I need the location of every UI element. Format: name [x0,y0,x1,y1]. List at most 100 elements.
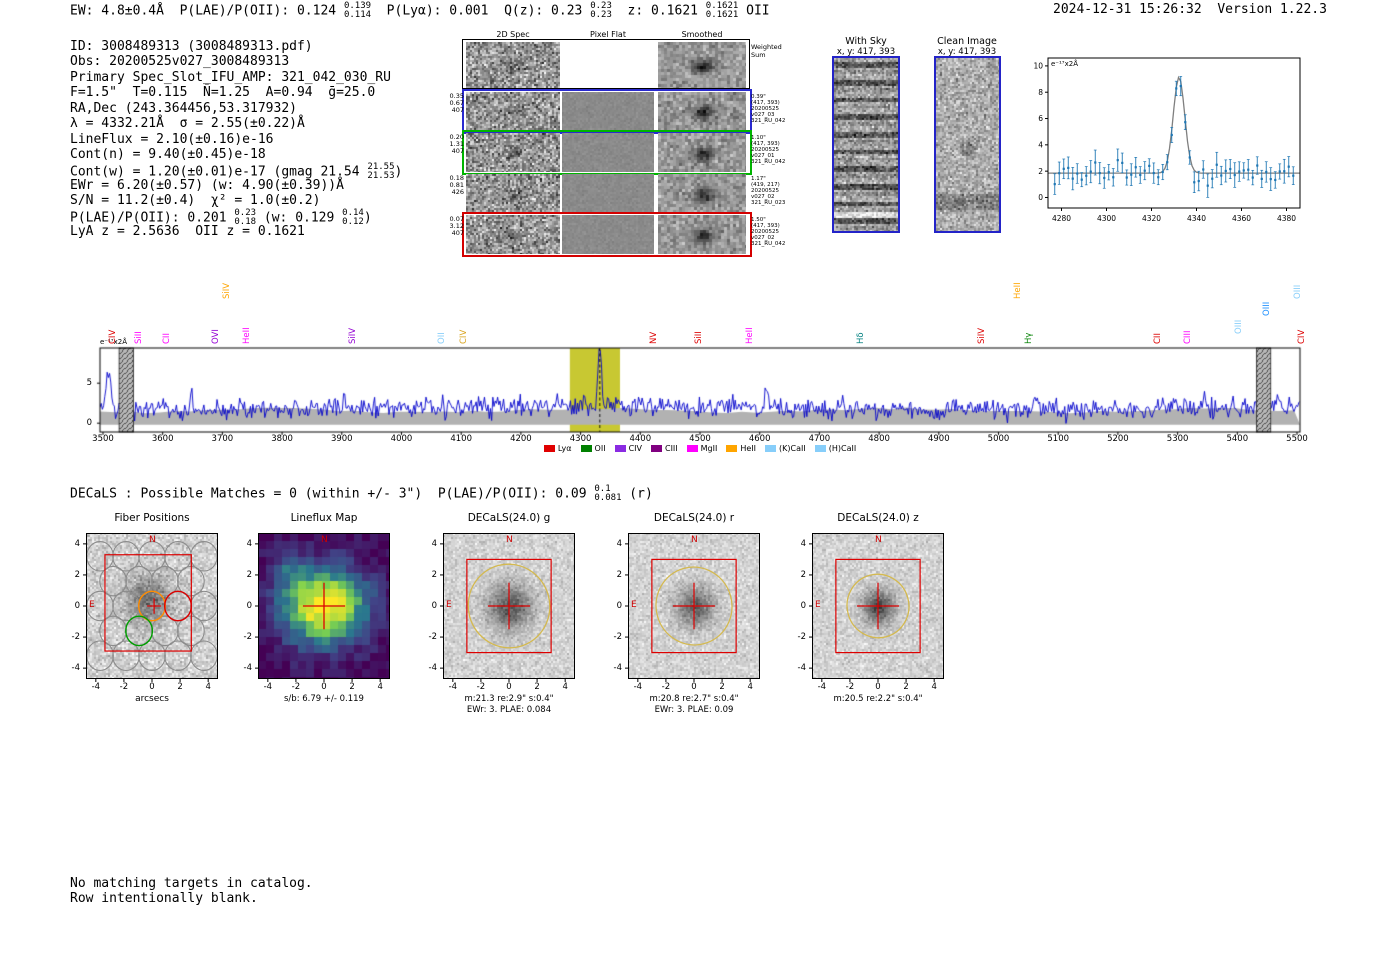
emission-line-label: SiIV [348,327,359,344]
footer-notes: No matching targets in catalog. Row inten… [70,876,313,907]
hi-lo-value: 0.23 0.18 [234,207,257,228]
legend-label: (H)CaII [828,444,857,453]
cutout-title: Fiber Positions [114,512,190,524]
spectrum-xtick-label: 4800 [868,434,890,444]
spectrum-ytick-label: 0 [86,418,92,429]
svg-text:4360: 4360 [1232,214,1251,223]
spec2d-image [466,42,560,88]
svg-text:4320: 4320 [1142,214,1161,223]
smoothed-image [658,174,746,213]
emission-line-label: OVI [210,329,221,344]
spectrum-xtick-label: 4300 [569,434,592,444]
cutout-caption: m:21.3 re:2.9" s:0.4" [464,694,554,704]
spec2d-col-header: Smoothed [681,30,723,39]
cutout-ytick-label: 4 [616,538,622,549]
smoothed-image [658,133,746,172]
cutout-xtick-label: 0 [321,682,327,692]
cutout-xtick-label: -4 [448,682,458,692]
cutout-ytick-label: -4 [428,663,437,674]
cutout-ytick-label: 4 [246,538,252,549]
emission-line-label: CII [161,333,172,344]
spectrum-ylabel: e⁻¹⁷x2Å [100,338,127,346]
legend-label: OII [594,444,606,453]
with-sky-canvas [834,58,898,231]
cutout-caption: EWr: 3. PLAE: 0.084 [466,705,552,715]
spec2d-row-left-label: 0.07 3.12 407 [449,215,464,238]
spectrum-xtick-label: 3500 [92,434,114,444]
cutout-xtick-label: 2 [719,682,725,692]
spectrum-xtick-label: 4400 [629,434,652,444]
emission-line-label: OIII [1292,284,1303,299]
cutout-ytick-label: 0 [800,601,806,611]
legend-item: OII [580,444,606,453]
cutout-xtick-label: 0 [506,682,512,692]
clean-image-title: Clean Image [937,36,997,47]
smoothed-image [658,215,746,254]
svg-text:8: 8 [1038,88,1043,97]
spectrum-xtick-label: 4500 [689,434,711,444]
cutout-ytick-label: -2 [71,632,80,643]
spectrum-xtick-label: 3600 [151,434,174,444]
cutout-title: DECaLS(24.0) r [653,512,735,524]
cutout-overlay [809,533,944,682]
info-line: S/N = 11.2(±0.4) χ² = 1.0(±0.2) [70,193,321,209]
spec2d-row-right-label: 0.39" (417, 393) 20200525 v027_03 321_RU… [751,94,786,125]
spectrum-xtick-label: 4600 [748,434,771,444]
clean-image-canvas [936,58,999,231]
svg-text:4300: 4300 [1097,214,1116,223]
legend-item: CIII [650,444,678,453]
legend-swatch [614,445,626,452]
legend-swatch [650,445,662,452]
line-fit-svg: 4280 4300 4320 4340 4360 4380 0 2 4 6 8 10 [1033,57,1301,223]
cutout-xtick-label: -2 [291,682,301,692]
emission-line-label: CIV [1297,329,1308,344]
cutout-xtick-label: -2 [661,682,671,692]
svg-text:4: 4 [1038,141,1043,150]
info-line: Obs: 20200525v027_3008489313 [70,54,290,70]
spectrum-legend: Lyα OII CIV CIII MgII HeII (K)CaII (H)CaII [100,444,1300,453]
legend-item: HeII [726,444,756,453]
catalog-matches-line: DECaLS : Possible Matches = 0 (within +/… [70,484,653,504]
header-metrics: EW: 4.8±0.4Å P(LAE)/P(OII): 0.124 0.139 0… [70,1,770,21]
with-sky-coords: x, y: 417, 393 [836,47,896,57]
cutout-xtick-label: 2 [534,682,540,692]
footer-line: Row intentionally blank. [70,891,258,907]
spec2d-image [466,174,560,213]
cutout-xtick-label: -4 [263,682,273,692]
cutout-ytick-label: 0 [616,601,622,611]
cutout-ytick-label: 2 [800,569,806,580]
cutout-xtick-label: 0 [691,682,697,692]
pixelflat-image [562,92,654,131]
emission-line-label: OII [436,332,447,344]
info-line: Cont(w) = 1.20(±0.01)e-17 (gmag 21.54 21… [70,161,403,181]
detection-info-block: ID: 3008489313 (3008489313.pdf) Obs: 2020… [70,39,402,240]
cutout-title: DECaLS(24.0) g [467,512,551,524]
hi-lo-value: 21.55 21.53 [367,161,395,181]
emission-line-label: HeII [744,327,755,344]
with-sky-title: With Sky [845,36,887,47]
cutout-ytick-label: -4 [243,663,252,674]
hi-lo-value: 0.139 0.114 [343,1,372,21]
cutout-ytick-label: 2 [74,569,80,580]
cutout-ytick-label: -2 [428,632,437,643]
emission-line-label: CIV [459,329,470,344]
emission-line-label: SiII [694,331,705,344]
cutout-title: Lineflux Map [290,512,358,524]
cutout-ytick-label: -2 [797,632,806,643]
legend-item: (H)CaII [814,444,857,453]
svg-text:2: 2 [1038,167,1043,176]
spectrum-xtick-label: 4200 [510,434,532,444]
cutout-ytick-label: 0 [74,601,80,611]
spectrum-xtick-label: 4100 [450,434,473,444]
cutout-title: DECaLS(24.0) z [837,512,919,524]
svg-text:4280: 4280 [1052,214,1071,223]
spec2d-row-right-label: 1.50" (417, 393) 20200525 v027_02 321_RU… [751,217,786,248]
cutout-xlabel: arcsecs [135,694,169,704]
spectrum-xtick-label: 5400 [1226,434,1249,444]
pixelflat-image [562,174,654,213]
compass-n: N [506,535,513,545]
footer-line: No matching targets in catalog. [70,876,313,891]
spectrum-xtick-label: 5100 [1047,434,1070,444]
cutout-overlay [83,533,218,682]
